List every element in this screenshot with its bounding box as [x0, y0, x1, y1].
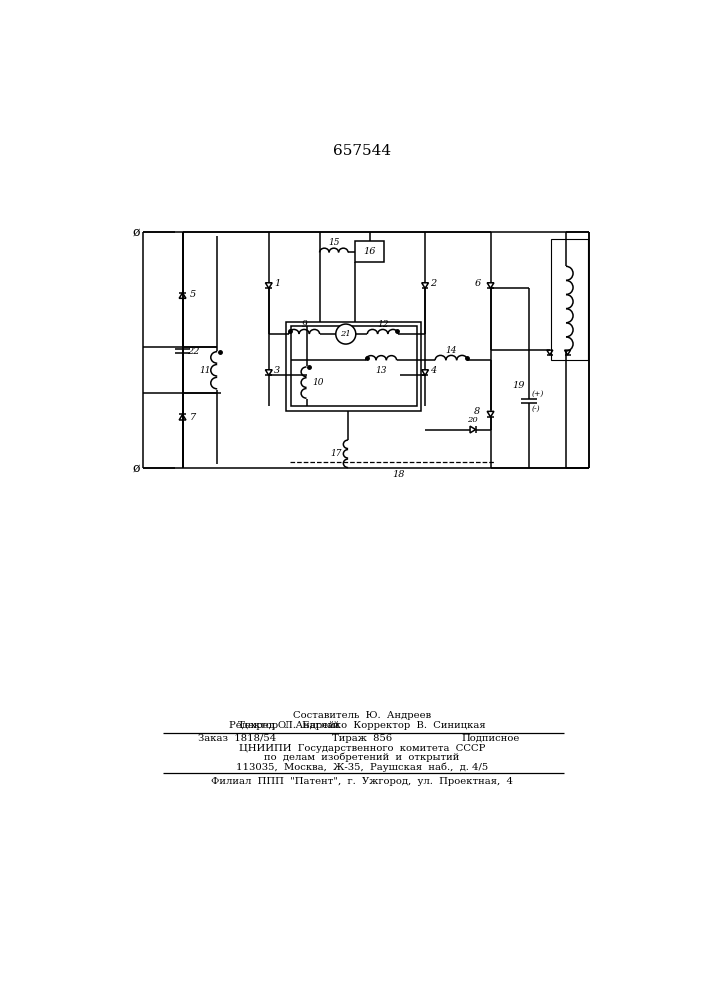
- Text: Подписное: Подписное: [462, 734, 520, 743]
- Text: 15: 15: [328, 238, 339, 247]
- Bar: [355, 241, 385, 262]
- Text: Заказ  1818/54: Заказ 1818/54: [198, 734, 276, 743]
- Text: ø: ø: [133, 462, 140, 475]
- Text: 4: 4: [431, 366, 437, 375]
- Text: 21: 21: [340, 330, 351, 338]
- Text: 12: 12: [377, 320, 388, 329]
- Text: 18: 18: [392, 470, 404, 479]
- Bar: [286, 322, 421, 411]
- Text: 3: 3: [274, 366, 281, 375]
- Text: 16: 16: [363, 247, 376, 256]
- Text: Техред О.  Андрейко  Корректор  В.  Синицкая: Техред О. Андрейко Корректор В. Синицкая: [238, 721, 486, 730]
- Text: 22: 22: [187, 347, 199, 356]
- Text: Тираж  856: Тираж 856: [332, 734, 392, 743]
- Bar: [291, 326, 416, 406]
- Text: Редактор  Л.  Баглай: Редактор Л. Баглай: [229, 721, 339, 730]
- Text: 1: 1: [274, 279, 281, 288]
- Text: 2: 2: [431, 279, 437, 288]
- Text: ЦНИИПИ  Государственного  комитета  СССР: ЦНИИПИ Государственного комитета СССР: [239, 744, 485, 753]
- Text: 657544: 657544: [333, 144, 391, 158]
- Text: 11: 11: [199, 366, 211, 375]
- Text: Филиал  ППП  "Патент",  г.  Ужгород,  ул.  Проектная,  4: Филиал ППП "Патент", г. Ужгород, ул. Про…: [211, 777, 513, 786]
- Bar: [551, 239, 588, 360]
- Text: ø: ø: [133, 225, 140, 238]
- Text: 9: 9: [301, 320, 307, 329]
- Text: 17: 17: [330, 449, 342, 458]
- Text: 20: 20: [467, 416, 478, 424]
- Text: 7: 7: [189, 413, 196, 422]
- Text: Составитель  Ю.  Андреев: Составитель Ю. Андреев: [293, 711, 431, 720]
- Text: 14: 14: [445, 346, 457, 355]
- Text: 13: 13: [375, 366, 387, 375]
- Text: 10: 10: [312, 378, 325, 387]
- Text: 8: 8: [474, 407, 481, 416]
- Text: 113035,  Москва,  Ж-35,  Раушская  наб.,  д. 4/5: 113035, Москва, Ж-35, Раушская наб., д. …: [236, 762, 488, 772]
- Text: 5: 5: [189, 290, 196, 299]
- Text: (+): (+): [532, 389, 544, 397]
- Circle shape: [336, 324, 356, 344]
- Text: (-): (-): [532, 405, 540, 413]
- Text: 19: 19: [513, 381, 525, 390]
- Text: по  делам  изобретений  и  открытий: по делам изобретений и открытий: [264, 753, 460, 762]
- Text: 6: 6: [474, 279, 481, 288]
